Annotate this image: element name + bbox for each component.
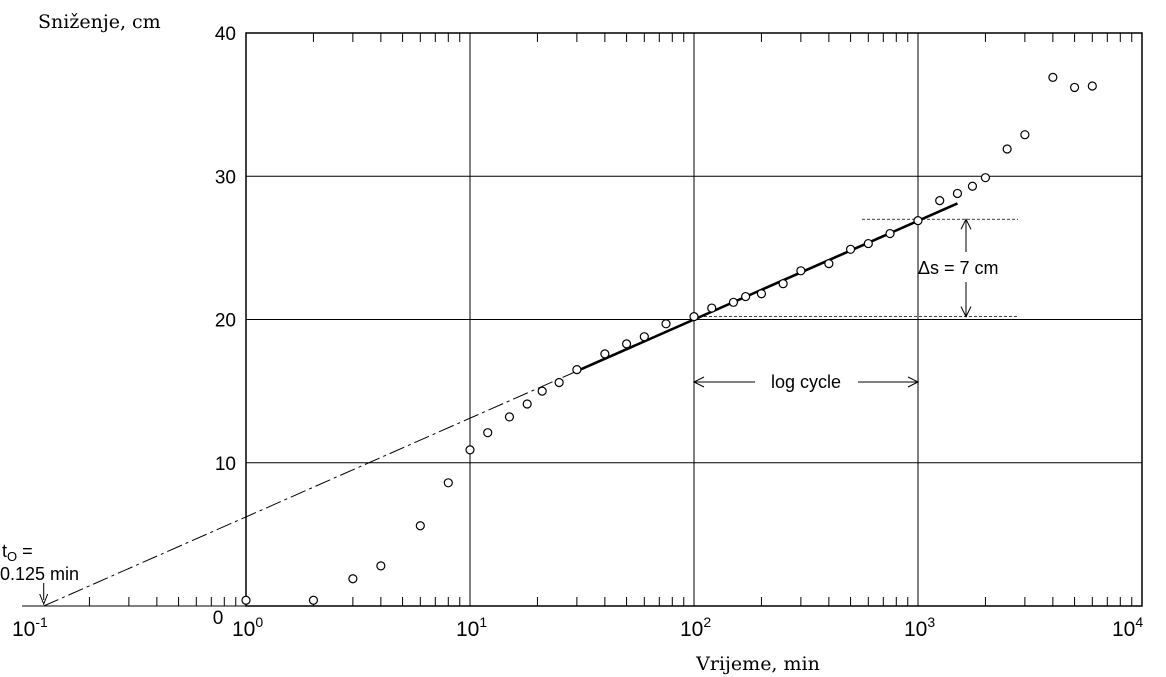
log-cycle-label: log cycle [771, 372, 841, 392]
delta-s-arrowhead-top [960, 218, 972, 230]
data-point [621, 339, 632, 349]
data-point [778, 279, 788, 289]
log-cycle-arrowhead-left [692, 376, 705, 388]
grid-lines [22, 33, 1142, 607]
data-point [913, 216, 923, 226]
data-point [980, 173, 991, 183]
data-point [504, 412, 515, 422]
x-tick-label: 10-1 [12, 614, 48, 641]
delta-s-arrowhead-bottom [960, 306, 972, 318]
data-point [522, 399, 532, 409]
y-tick-label: 10 [215, 454, 236, 475]
data-point [572, 365, 582, 375]
x-minor-ticks [88, 33, 1133, 606]
data-point [443, 478, 453, 488]
x-tick-label: 101 [456, 614, 487, 641]
t0-arrow-head [39, 593, 49, 606]
data-point [415, 521, 425, 531]
y-tick-label: 40 [215, 24, 236, 45]
data-point [707, 303, 717, 313]
data-point [935, 196, 945, 206]
x-tick-label: 100 [232, 614, 263, 641]
data-point [600, 349, 610, 359]
data-point [756, 289, 767, 299]
data-point [863, 238, 873, 249]
data-point [1087, 81, 1097, 91]
plot-frame [245, 32, 1143, 607]
extrapolated-fit-line [43, 370, 578, 607]
data-point [639, 332, 649, 342]
x-tick-label: 102 [680, 614, 711, 641]
data-point [308, 595, 319, 605]
y-tick-label: 20 [215, 311, 236, 332]
data-point [1048, 72, 1058, 83]
data-point [796, 266, 806, 276]
axis-labels: 10 20 30 40 0 10-1 100 101 102 103 104 [12, 24, 1143, 641]
data-point [376, 561, 386, 571]
data-point [728, 297, 739, 307]
data-point [1002, 144, 1012, 154]
log-cycle-arrowhead-right [907, 376, 920, 388]
data-point [537, 386, 547, 396]
x-axis-title: Vrijeme, min [695, 653, 820, 675]
y-axis-title: Sniženje, cm [38, 11, 161, 33]
data-point [554, 377, 564, 388]
data-points [241, 72, 1097, 605]
data-point [348, 574, 358, 584]
t0-value-label: 0.125 min [0, 564, 79, 584]
data-point [661, 319, 671, 329]
fitted-line [576, 202, 958, 373]
x-tick-label: 104 [1112, 614, 1143, 641]
t0-label: tO = [2, 541, 33, 564]
data-point [824, 259, 834, 269]
data-point [845, 244, 856, 254]
zero-label: 0 [213, 608, 224, 629]
data-point [689, 312, 699, 322]
data-point [1069, 82, 1080, 93]
data-point [741, 291, 751, 302]
y-tick-label: 30 [215, 167, 236, 188]
data-point [241, 595, 251, 605]
data-point [465, 445, 475, 455]
data-point [885, 228, 895, 239]
annotations: tO =0.125 min log cycle Δs = 7 cm [0, 218, 1018, 606]
x-tick-label: 103 [904, 614, 935, 641]
data-point [483, 428, 493, 438]
data-point [952, 188, 963, 199]
delta-s-label: Δs = 7 cm [918, 258, 999, 278]
data-point [967, 181, 978, 191]
data-point [1020, 130, 1030, 140]
